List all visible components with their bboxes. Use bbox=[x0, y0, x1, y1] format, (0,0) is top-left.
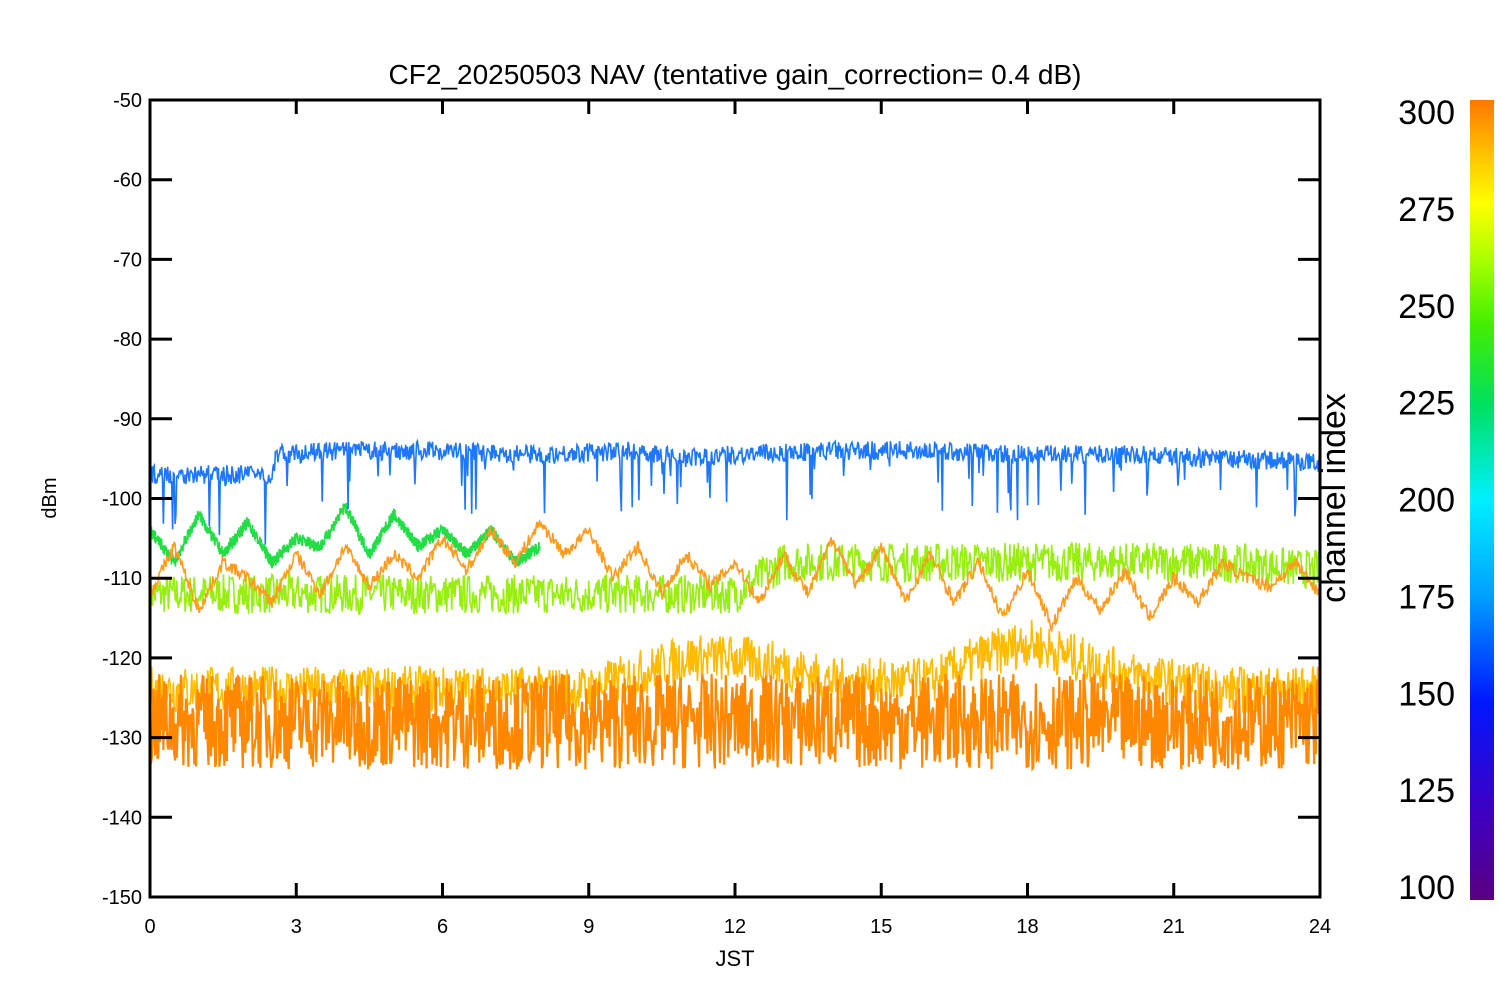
y-tick-label: -70 bbox=[113, 249, 142, 271]
colorbar-ticks: 300 275 250 225 200 175 150 125 100 bbox=[1398, 94, 1455, 907]
y-tick-label: -100 bbox=[102, 489, 142, 511]
x-tick-label: 3 bbox=[291, 916, 302, 938]
colorbar-tick-label: 125 bbox=[1398, 772, 1455, 810]
x-tick-label: 21 bbox=[1163, 916, 1185, 938]
colorbar-tick-label: 250 bbox=[1398, 288, 1455, 326]
colorbar-tick-label: 300 bbox=[1398, 94, 1455, 132]
series-line-ch290 bbox=[150, 673, 1320, 772]
colorbar-tick-label: 175 bbox=[1398, 578, 1455, 616]
x-tick-label: 6 bbox=[437, 916, 448, 938]
x-tick-label: 12 bbox=[724, 916, 746, 938]
y-tick-label: -140 bbox=[102, 807, 142, 829]
series-line-ch285 bbox=[150, 519, 1320, 634]
chart-title: CF2_20250503 NAV (tentative gain_correct… bbox=[389, 59, 1082, 90]
y-tick-label: -150 bbox=[102, 887, 142, 909]
y-tick-label: -90 bbox=[113, 409, 142, 431]
colorbar-tick-label: 225 bbox=[1398, 385, 1455, 423]
colorbar-tick-label: 100 bbox=[1398, 869, 1455, 907]
x-tick-label: 15 bbox=[870, 916, 892, 938]
x-tick-label: 24 bbox=[1309, 916, 1331, 938]
plot-area bbox=[150, 438, 1320, 772]
y-axis-label: dBm bbox=[39, 477, 61, 518]
series-line-ch260 bbox=[150, 541, 1320, 615]
series-line-ch240 bbox=[150, 502, 541, 569]
y-tick-label: -130 bbox=[102, 728, 142, 750]
y-tick-label: -50 bbox=[113, 90, 142, 112]
y-axis: -50 -60 -70 -80 -90 -100 -110 -120 -130 -140 -150 bbox=[102, 90, 1320, 909]
colorbar-tick-label: 275 bbox=[1398, 191, 1455, 229]
colorbar-tick-label: 200 bbox=[1398, 482, 1455, 520]
x-axis: 0 3 6 9 12 15 18 21 24 bbox=[144, 100, 1331, 938]
y-tick-label: -110 bbox=[103, 568, 142, 590]
series-line-ch150 bbox=[150, 438, 1320, 545]
y-tick-label: -120 bbox=[102, 648, 142, 670]
plot-frame bbox=[148, 98, 1322, 899]
colorbar-label: channel index bbox=[1315, 393, 1353, 603]
x-axis-label: JST bbox=[715, 946, 754, 971]
x-tick-label: 9 bbox=[583, 916, 594, 938]
y-tick-label: -80 bbox=[113, 329, 142, 351]
colorbar-gradient bbox=[1470, 100, 1494, 900]
colorbar-tick-label: 150 bbox=[1398, 675, 1455, 713]
colorbar: 300 275 250 225 200 175 150 125 100 channel inde… bbox=[1315, 94, 1494, 907]
x-tick-label: 0 bbox=[144, 916, 155, 938]
x-tick-label: 18 bbox=[1016, 916, 1038, 938]
y-tick-label: -60 bbox=[113, 170, 142, 192]
